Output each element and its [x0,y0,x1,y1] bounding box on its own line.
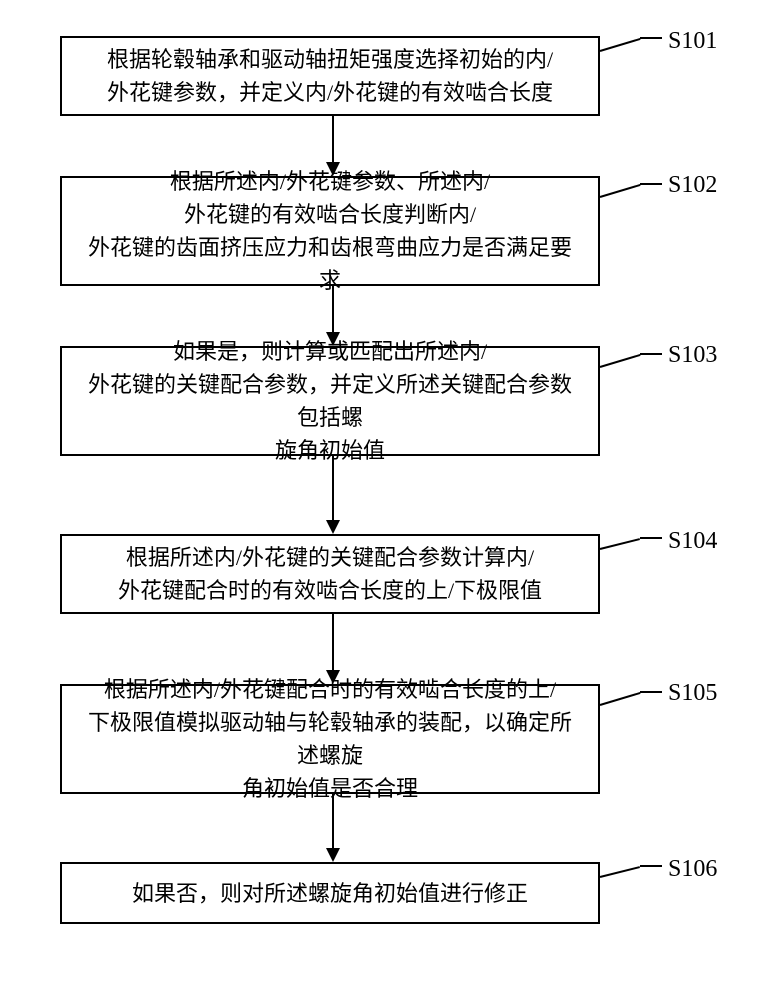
step-text: 根据所述内/外花键参数、所述内/外花键的有效啮合长度判断内/外花键的齿面挤压应力… [78,165,582,297]
step-box-s106: 如果否，则对所述螺旋角初始值进行修正 [60,862,600,924]
step-label-s106: S106 [668,856,717,883]
step-text: 根据所述内/外花键的关键配合参数计算内/外花键配合时的有效啮合长度的上/下极限值 [118,541,542,607]
step-label-s101: S101 [668,28,717,55]
step-label-s102: S102 [668,172,717,199]
step-label-s105: S105 [668,680,717,707]
arrow-line [332,794,334,848]
arrow-head-icon [326,848,340,862]
leader-line-horiz [640,37,662,39]
arrow-head-icon [326,520,340,534]
leader-line-diag [600,866,640,878]
step-text: 根据轮毂轴承和驱动轴扭矩强度选择初始的内/外花键参数，并定义内/外花键的有效啮合… [107,43,553,109]
step-box-s102: 根据所述内/外花键参数、所述内/外花键的有效啮合长度判断内/外花键的齿面挤压应力… [60,176,600,286]
step-box-s103: 如果是，则计算或匹配出所述内/外花键的关键配合参数，并定义所述关键配合参数包括螺… [60,346,600,456]
leader-line-diag [600,692,641,706]
step-box-s104: 根据所述内/外花键的关键配合参数计算内/外花键配合时的有效啮合长度的上/下极限值 [60,534,600,614]
step-text: 如果否，则对所述螺旋角初始值进行修正 [132,877,528,910]
leader-line-horiz [640,183,662,185]
leader-line-horiz [640,537,662,539]
step-box-s105: 根据所述内/外花键配合时的有效啮合长度的上/下极限值模拟驱动轴与轮毂轴承的装配，… [60,684,600,794]
leader-line-horiz [640,865,662,867]
arrow-line [332,116,334,162]
leader-line-horiz [640,353,662,355]
leader-line-diag [600,184,641,198]
step-label-s103: S103 [668,342,717,369]
leader-line-diag [600,538,640,550]
leader-line-diag [600,38,641,52]
flowchart-container: 根据轮毂轴承和驱动轴扭矩强度选择初始的内/外花键参数，并定义内/外花键的有效啮合… [0,0,780,1000]
step-text: 如果是，则计算或匹配出所述内/外花键的关键配合参数，并定义所述关键配合参数包括螺… [78,335,582,467]
leader-line-diag [600,354,641,368]
step-text: 根据所述内/外花键配合时的有效啮合长度的上/下极限值模拟驱动轴与轮毂轴承的装配，… [78,673,582,805]
step-label-s104: S104 [668,528,717,555]
step-box-s101: 根据轮毂轴承和驱动轴扭矩强度选择初始的内/外花键参数，并定义内/外花键的有效啮合… [60,36,600,116]
leader-line-horiz [640,691,662,693]
arrow-line [332,456,334,520]
arrow-line [332,614,334,670]
arrow-line [332,286,334,332]
